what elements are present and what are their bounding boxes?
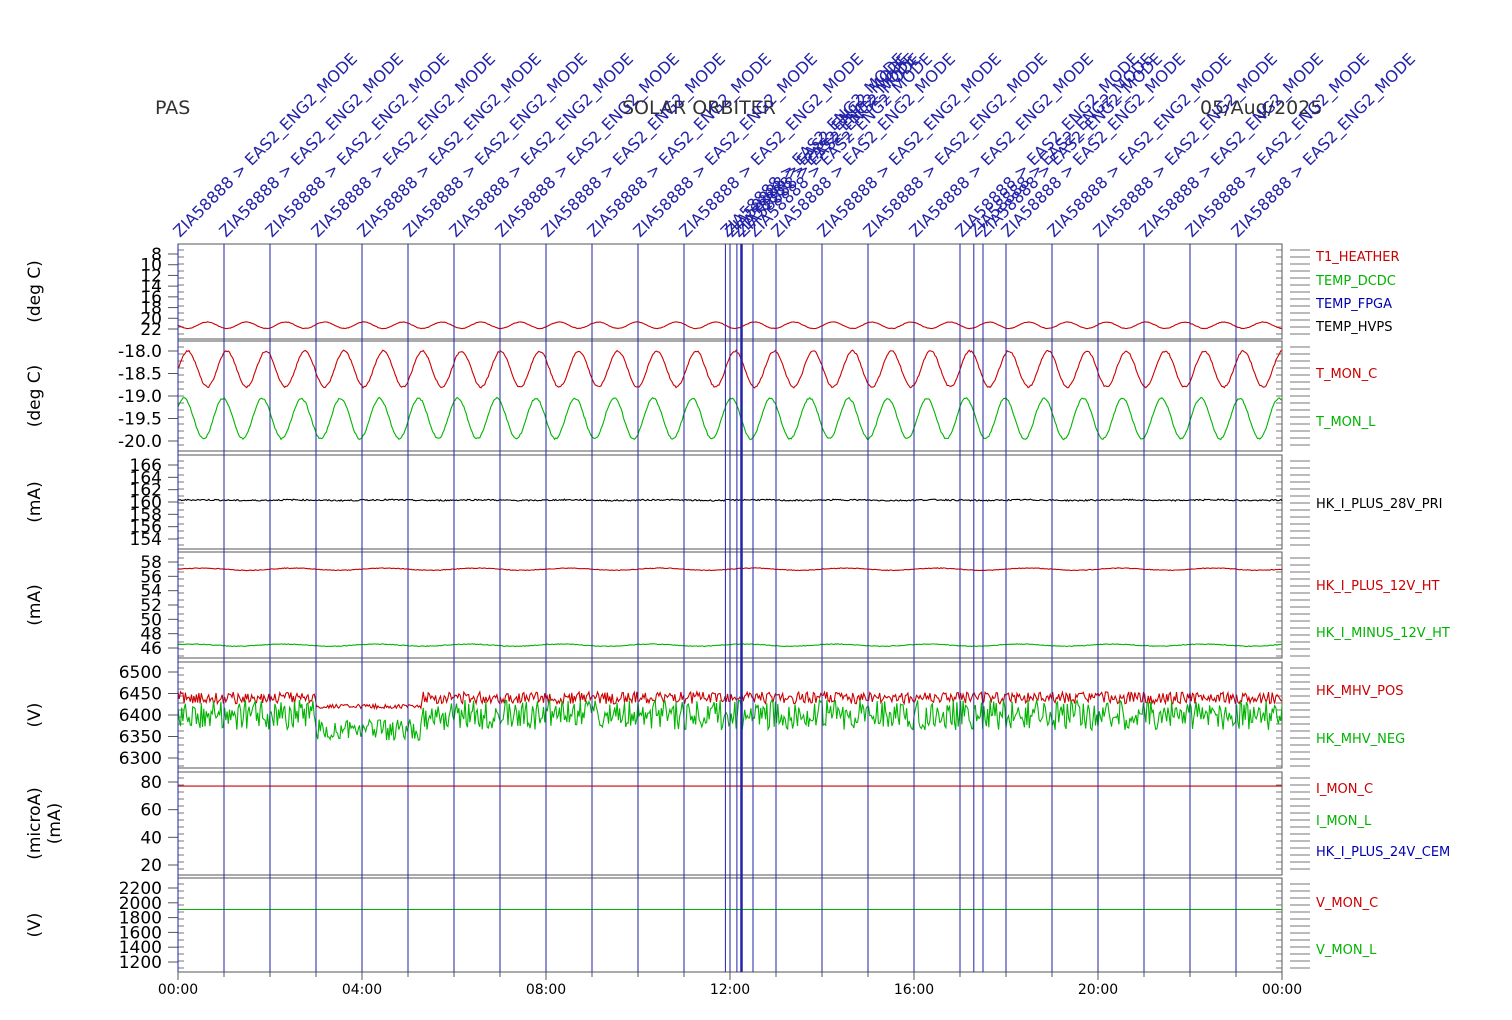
- y-tick-label: -18.5: [118, 365, 162, 385]
- legend-hk-i-minus-12v-ht: HK_I_MINUS_12V_HT: [1316, 626, 1450, 641]
- y-tick-label: 6400: [119, 706, 162, 726]
- y-axis-label: (deg C): [25, 260, 45, 323]
- x-tick-label: 08:00: [526, 982, 566, 998]
- y-tick-label: 154: [130, 530, 162, 550]
- y-tick-label: 162: [130, 481, 162, 501]
- y-tick-label: 6300: [119, 749, 162, 769]
- y-axis-label: (V): [25, 703, 45, 728]
- legend-i-mon-l: I_MON_L: [1316, 814, 1372, 829]
- legend-temp-fpga: TEMP_FPGA: [1315, 297, 1392, 312]
- y-tick-label: 1200: [119, 953, 162, 973]
- y-tick-label: 160: [130, 493, 162, 513]
- y-tick-label: -19.5: [118, 410, 162, 430]
- y-tick-label: 6350: [119, 728, 162, 748]
- legend-t-mon-l: T_MON_L: [1315, 415, 1376, 430]
- y-tick-label: 166: [130, 456, 162, 476]
- y-tick-label: 52: [140, 596, 162, 616]
- y-axis-label: (mA): [25, 481, 45, 522]
- legend-t-mon-c: T_MON_C: [1315, 367, 1377, 382]
- x-tick-label: 04:00: [342, 982, 382, 998]
- y-tick-label: 156: [130, 518, 162, 538]
- y-tick-label: 10: [140, 256, 162, 276]
- y-tick-label: 8: [151, 245, 162, 265]
- legend-hk-mhv-pos: HK_MHV_POS: [1316, 684, 1404, 699]
- y-axis-label: (deg C): [25, 365, 45, 428]
- y-axis-label: (microA): [25, 787, 45, 860]
- header-instrument: PAS: [155, 97, 191, 119]
- y-tick-label: 1600: [119, 923, 162, 943]
- y-tick-label: 6450: [119, 685, 162, 705]
- legend-temp-hvps: TEMP_HVPS: [1315, 320, 1392, 335]
- legend-t1-heather: T1_HEATHER: [1315, 250, 1400, 265]
- y-tick-label: 18: [140, 299, 162, 319]
- y-tick-label: 20: [140, 856, 162, 876]
- x-tick-label: 12:00: [710, 982, 750, 998]
- y-tick-label: 80: [140, 773, 162, 793]
- x-tick-label: 16:00: [894, 982, 934, 998]
- x-tick-label: 20:00: [1078, 982, 1118, 998]
- y-axis-label: (V): [25, 913, 45, 938]
- header-mission: SOLAR ORBITER: [622, 97, 776, 119]
- y-tick-label: 14: [140, 277, 162, 297]
- y-tick-label: 22: [140, 320, 162, 340]
- y-tick-label: 16: [140, 288, 162, 308]
- y-tick-label: 50: [140, 610, 162, 630]
- y-tick-label: 58: [140, 553, 162, 573]
- x-axis: 00:00 04:00 08:00 12:00 16:00 20:00 00:00: [158, 972, 1302, 998]
- y-tick-label: 56: [140, 567, 162, 587]
- panel-6: 80 60 40 20 (microA) (mA) I_MON_C I_MON_L HK_I_P…: [25, 771, 1450, 876]
- y-tick-label: 48: [140, 625, 162, 645]
- legend-v-mon-c: V_MON_C: [1316, 896, 1378, 911]
- y-tick-label: 2000: [119, 894, 162, 914]
- x-tick-label: 00:00: [1262, 982, 1302, 998]
- y-tick-label: 60: [140, 801, 162, 821]
- y-tick-label: 40: [140, 828, 162, 848]
- x-tick-label: 00:00: [158, 982, 198, 998]
- legend-hk-mhv-neg: HK_MHV_NEG: [1316, 732, 1405, 747]
- y-tick-label: 158: [130, 505, 162, 525]
- legend-v-mon-l: V_MON_L: [1316, 943, 1377, 958]
- legend-i-mon-c: I_MON_C: [1316, 782, 1373, 797]
- y-axis-label: (mA): [25, 584, 45, 625]
- legend-hk-i-plus-28v-pri: HK_I_PLUS_28V_PRI: [1316, 497, 1442, 512]
- y-tick-label: 164: [130, 468, 162, 488]
- y-tick-label: -18.0: [118, 342, 162, 362]
- panel-2: -18.0 -18.5-19.0 -19.5-20.0 (deg C) T_MON_C T…: [25, 340, 1377, 452]
- y-tick-label: 12: [140, 266, 162, 286]
- y-tick-label: 54: [140, 582, 162, 602]
- y-tick-label: 2200: [119, 879, 162, 899]
- y-tick-label: -19.0: [118, 387, 162, 407]
- y-tick-label: 20: [140, 309, 162, 329]
- y-tick-label: -20.0: [118, 432, 162, 452]
- y-axis-label-2: (mA): [45, 803, 65, 844]
- header-date: 05/Aug/2025: [1200, 97, 1323, 119]
- legend-temp-dcdc: TEMP_DCDC: [1315, 274, 1396, 289]
- y-tick-label: 6500: [119, 663, 162, 683]
- y-tick-label: 1400: [119, 938, 162, 958]
- y-tick-label: 46: [140, 639, 162, 659]
- legend-hk-i-plus-24v-cem: HK_I_PLUS_24V_CEM: [1316, 845, 1450, 860]
- y-tick-label: 1800: [119, 909, 162, 929]
- legend-hk-i-plus-12v-ht: HK_I_PLUS_12V_HT: [1316, 579, 1440, 594]
